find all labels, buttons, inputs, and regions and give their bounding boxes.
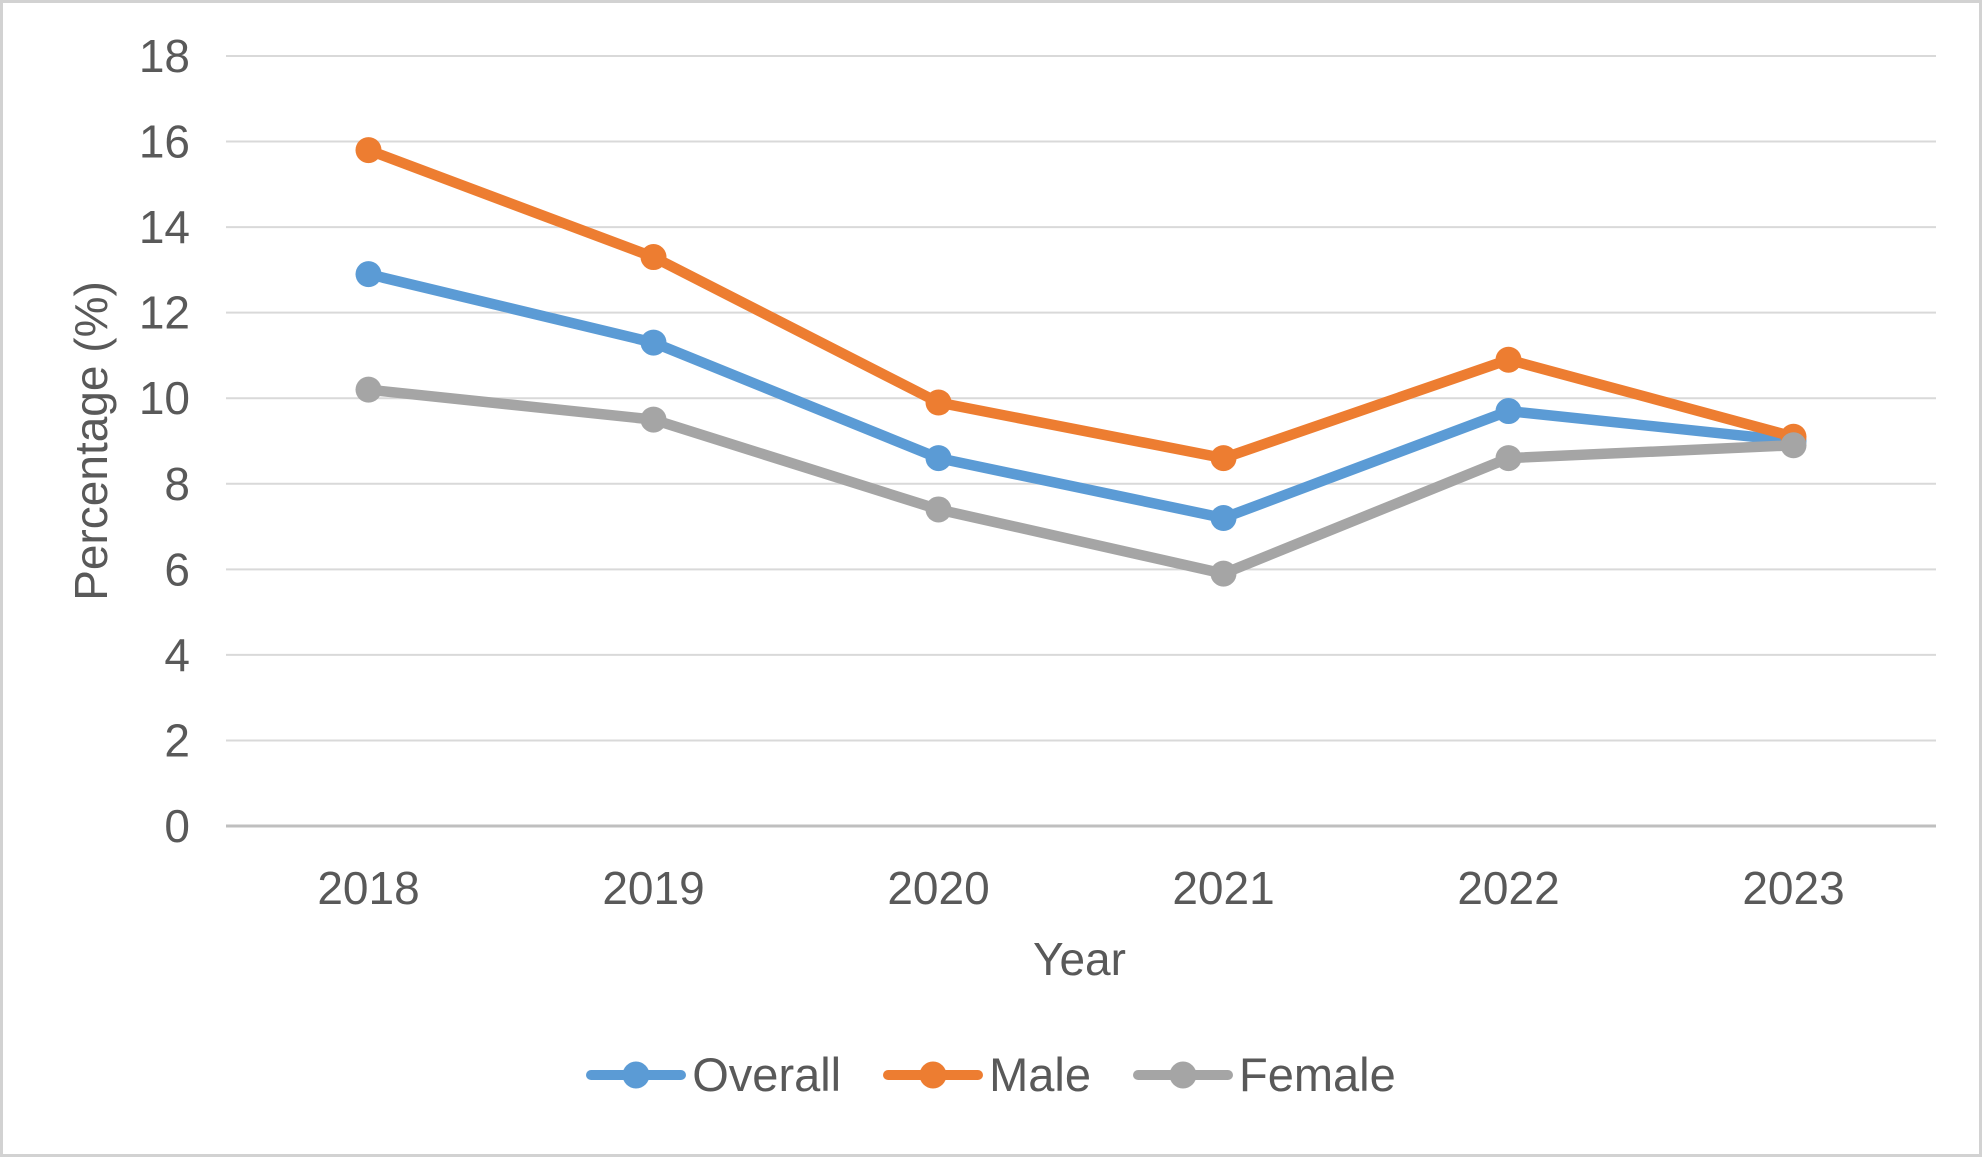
y-tick-label: 16 — [139, 116, 190, 168]
data-point-female-2023 — [1780, 432, 1807, 459]
legend-item-male: Male — [883, 1051, 1091, 1098]
legend: Overall Male Female — [3, 1051, 1979, 1098]
data-point-overall-2020 — [925, 445, 952, 472]
data-point-female-2020 — [925, 496, 952, 523]
data-point-male-2022 — [1495, 346, 1522, 373]
series-line-overall — [363, 268, 1799, 524]
legend-marker-female — [1169, 1061, 1197, 1088]
y-tick-label: 6 — [164, 543, 190, 595]
data-point-female-2022 — [1495, 445, 1522, 472]
y-tick-label: 14 — [139, 201, 190, 253]
data-point-male-2021 — [1210, 445, 1237, 472]
y-tick-label: 8 — [164, 458, 190, 510]
y-tick-label: 2 — [164, 714, 190, 766]
legend-label-overall: Overall — [692, 1048, 842, 1101]
y-tick-label: 12 — [139, 287, 190, 339]
series-line-female — [363, 384, 1799, 579]
data-point-female-2019 — [640, 406, 667, 433]
legend-marker-overall — [622, 1061, 650, 1088]
legend-swatch-male — [883, 1061, 984, 1088]
data-point-overall-2021 — [1210, 505, 1237, 531]
x-tick-label: 2022 — [1457, 862, 1559, 914]
data-point-female-2018 — [355, 376, 382, 403]
y-tick-label: 18 — [139, 30, 190, 82]
data-point-overall-2019 — [640, 329, 667, 356]
y-tick-label: 4 — [164, 629, 190, 681]
data-point-overall-2022 — [1495, 398, 1522, 425]
legend-item-overall: Overall — [586, 1051, 841, 1098]
legend-swatch-female — [1133, 1061, 1233, 1088]
x-tick-label: 2023 — [1742, 862, 1844, 914]
y-tick-label: 0 — [164, 800, 190, 852]
line-chart: 0 2 4 6 8 10 12 14 16 18 2018 2019 2020 2021 2022 2023 — [139, 30, 1936, 914]
x-tick-label: 2020 — [887, 862, 989, 914]
legend-item-female: Female — [1133, 1051, 1396, 1098]
y-tick-label: 10 — [139, 372, 190, 424]
legend-swatch-overall — [586, 1061, 687, 1088]
data-point-overall-2018 — [355, 261, 382, 288]
legend-label-male: Male — [989, 1048, 1091, 1101]
x-tick-label: 2021 — [1172, 862, 1274, 914]
x-tick-label: 2018 — [317, 862, 419, 914]
x-axis-title: Year — [1033, 933, 1126, 985]
data-point-male-2019 — [640, 244, 667, 271]
data-point-male-2020 — [925, 389, 952, 416]
data-point-female-2021 — [1210, 560, 1237, 587]
y-axis-title: Percentage (%) — [65, 281, 117, 601]
series-line-male — [363, 144, 1799, 464]
legend-label-female: Female — [1239, 1048, 1396, 1101]
x-tick-label: 2019 — [602, 862, 704, 914]
data-point-male-2018 — [355, 137, 382, 164]
legend-marker-male — [919, 1061, 947, 1088]
